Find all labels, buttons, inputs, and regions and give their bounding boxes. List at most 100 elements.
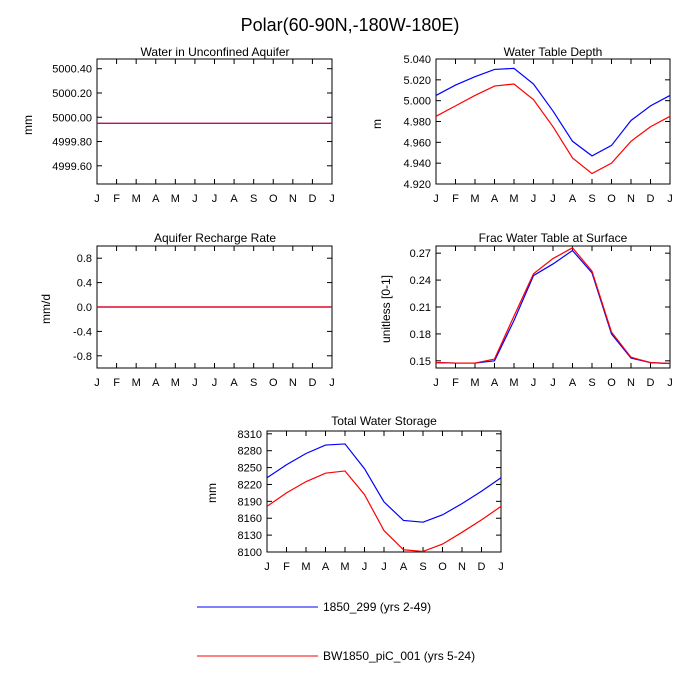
x-tick-label: N (627, 193, 635, 205)
x-tick-label: S (588, 377, 595, 389)
x-tick-label: J (531, 193, 537, 205)
y-axis-label: unitless [0-1] (379, 275, 393, 343)
panel-title: Aquifer Recharge Rate (154, 231, 276, 245)
x-tick-label: A (152, 377, 160, 389)
y-axis-label: mm (205, 483, 219, 503)
x-tick-label: A (152, 193, 160, 205)
y-tick-label: 8250 (238, 463, 262, 475)
y-axis-label: mm (21, 115, 35, 135)
x-tick-label: J (264, 561, 270, 573)
x-tick-label: J (329, 193, 335, 205)
panel-frac-water-table-at-surface: Frac Water Table at Surface unitless [0-… (379, 231, 673, 389)
y-tick-label: 4.920 (403, 179, 431, 191)
y-tick-label: 8220 (238, 479, 262, 491)
x-tick-label: A (491, 193, 499, 205)
y-tick-label: 8190 (238, 496, 262, 508)
x-tick-label: M (171, 377, 180, 389)
y-tick-label: 8160 (238, 513, 262, 525)
plot-frame (96, 58, 333, 185)
x-tick-label: A (569, 377, 577, 389)
figure-title: Polar(60-90N,-180W-180E) (241, 15, 460, 35)
x-tick-label: M (340, 561, 349, 573)
x-tick-label: A (491, 377, 499, 389)
y-tick-label: 4.980 (403, 117, 431, 129)
panel-total-water-storage: Total Water Storage mm J F M A M J J A S O N D J8310… (205, 414, 504, 573)
x-tick-label: J (433, 193, 439, 205)
x-tick-label: D (478, 561, 486, 573)
y-tick-label: 0.15 (410, 356, 431, 368)
x-tick-label: S (250, 193, 257, 205)
x-tick-label: J (329, 377, 335, 389)
series-line (435, 249, 671, 365)
x-tick-label: F (452, 193, 459, 205)
panel-water-table-depth: Water Table Depth m J F M A M J J A S O N D J5.0405.… (370, 45, 673, 205)
x-tick-label: S (419, 561, 426, 573)
y-tick-label: 0.4 (77, 278, 92, 290)
series-line (435, 67, 671, 157)
y-tick-label: 8280 (238, 446, 262, 458)
x-tick-label: M (509, 193, 518, 205)
legend-label-1850-299: 1850_299 (yrs 2-49) (323, 600, 431, 614)
y-axis-label: mm/d (39, 294, 53, 324)
x-tick-label: J (667, 193, 673, 205)
x-tick-label: D (308, 193, 316, 205)
x-tick-label: S (588, 193, 595, 205)
x-tick-label: M (301, 561, 310, 573)
x-tick-label: M (132, 377, 141, 389)
x-tick-label: J (212, 193, 218, 205)
x-tick-label: D (647, 193, 655, 205)
x-tick-label: D (308, 377, 316, 389)
x-tick-label: N (289, 377, 297, 389)
x-tick-label: N (458, 561, 466, 573)
x-tick-label: J (498, 561, 504, 573)
y-tick-label: 8130 (238, 530, 262, 542)
x-tick-label: F (452, 377, 459, 389)
y-tick-label: 8100 (238, 547, 262, 559)
x-tick-label: O (607, 193, 616, 205)
series-line (266, 470, 502, 553)
y-tick-label: 0.8 (77, 253, 92, 265)
y-tick-label: 0.18 (410, 329, 431, 341)
x-tick-label: F (113, 377, 120, 389)
x-tick-label: A (230, 377, 238, 389)
x-tick-label: J (94, 377, 100, 389)
y-tick-label: 8310 (238, 429, 262, 441)
panel-title: Water Table Depth (504, 45, 603, 59)
y-tick-label: 0.0 (77, 302, 92, 314)
y-axis-label: m (370, 119, 384, 129)
x-tick-label: M (171, 193, 180, 205)
y-tick-label: 5000.20 (52, 88, 92, 100)
y-tick-label: 0.24 (410, 275, 431, 287)
x-tick-label: J (381, 561, 387, 573)
series-line (266, 443, 502, 523)
x-tick-label: J (667, 377, 673, 389)
x-tick-label: A (322, 561, 330, 573)
plot-frame (266, 430, 502, 553)
x-tick-label: J (94, 193, 100, 205)
x-tick-label: J (433, 377, 439, 389)
x-tick-label: O (269, 193, 278, 205)
x-tick-label: M (132, 193, 141, 205)
x-tick-label: O (607, 377, 616, 389)
x-tick-label: A (400, 561, 408, 573)
y-tick-label: 4.940 (403, 158, 431, 170)
panel-title: Frac Water Table at Surface (479, 231, 628, 245)
legend: 1850_299 (yrs 2-49) BW1850_piC_001 (yrs … (197, 600, 475, 663)
panel-title: Total Water Storage (331, 414, 437, 428)
x-tick-label: O (438, 561, 447, 573)
x-tick-label: J (192, 193, 198, 205)
y-tick-label: -0.4 (73, 326, 92, 338)
x-tick-label: O (269, 377, 278, 389)
y-tick-label: 0.27 (410, 248, 431, 260)
x-tick-label: M (509, 377, 518, 389)
x-tick-label: A (569, 193, 577, 205)
x-tick-label: A (230, 193, 238, 205)
x-tick-label: J (550, 193, 556, 205)
y-tick-label: 4999.80 (52, 137, 92, 149)
y-tick-label: 0.21 (410, 302, 431, 314)
y-tick-label: 5.000 (403, 96, 431, 108)
y-tick-label: 4.960 (403, 137, 431, 149)
x-tick-label: M (470, 377, 479, 389)
